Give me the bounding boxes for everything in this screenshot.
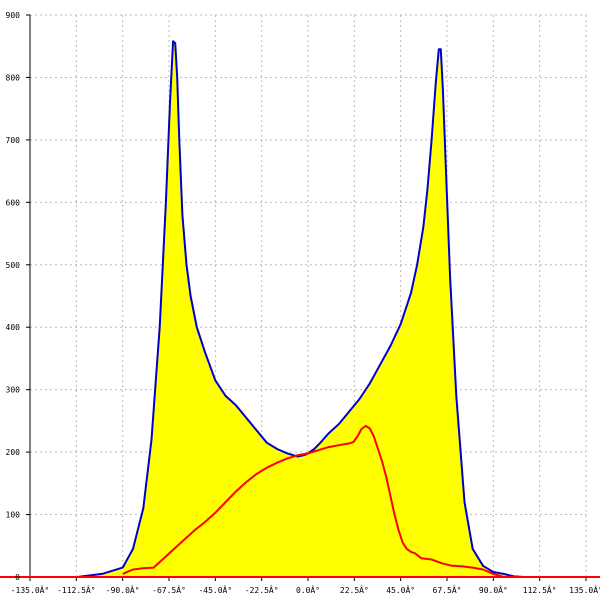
x-tick-label: 22.5Â° bbox=[340, 584, 369, 595]
x-tick-label: 45.0Â° bbox=[386, 584, 415, 595]
x-tick-label: 112.5Â° bbox=[523, 584, 557, 595]
x-tick-label: -135.0Â° bbox=[11, 584, 50, 595]
x-tick-label: -90.0Â° bbox=[106, 584, 140, 595]
series-1-line bbox=[122, 424, 504, 578]
y-tick-label: 900 bbox=[6, 11, 21, 20]
x-tick-label: 67.5Â° bbox=[433, 584, 462, 595]
x-tick-label: -45.0Â° bbox=[198, 584, 232, 595]
y-tick-label: 600 bbox=[6, 198, 21, 207]
x-tick-label: -67.5Â° bbox=[152, 584, 186, 595]
series-0-area bbox=[77, 41, 525, 577]
x-tick-label: -112.5Â° bbox=[57, 584, 96, 595]
x-tick-label: 0.0Â° bbox=[296, 584, 320, 595]
y-tick-label: 300 bbox=[6, 386, 21, 395]
tick-label-layer: -135.0Â° -112.5Â° -90.0Â° -67.5Â° -45.0Â° -22… bbox=[6, 11, 600, 595]
y-tick-label: 700 bbox=[6, 136, 21, 145]
series-0-line bbox=[77, 40, 525, 578]
x-tick-label: 90.0Â° bbox=[479, 584, 508, 595]
y-tick-label: 500 bbox=[6, 261, 21, 270]
series-layer bbox=[77, 40, 525, 578]
y-tick-label: 200 bbox=[6, 448, 21, 457]
y-tick-label: 800 bbox=[6, 73, 21, 82]
y-tick-label: 400 bbox=[6, 323, 21, 332]
y-tick-label: 0 bbox=[15, 573, 20, 582]
x-tick-label: -22.5Â° bbox=[245, 584, 279, 595]
y-tick-label: 100 bbox=[6, 511, 21, 520]
x-tick-label: 135.0Â° bbox=[569, 584, 600, 595]
axis-layer bbox=[0, 14, 600, 581]
